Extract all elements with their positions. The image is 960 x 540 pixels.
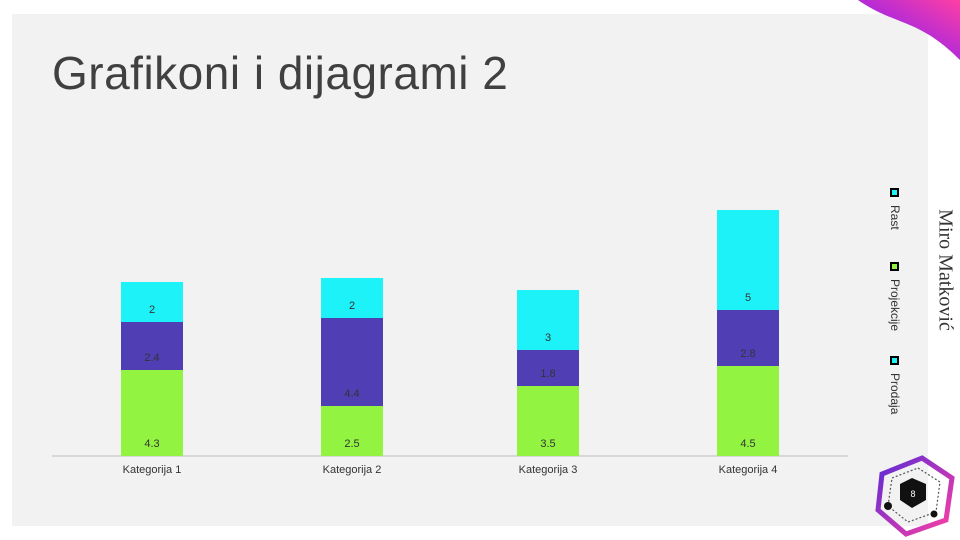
bar-rast-2 [321,278,383,318]
bar-projekcije-3 [517,350,579,386]
x-tick-label: Kategorija 1 [123,464,182,476]
bar-projekcije-2 [321,318,383,406]
data-label: 4.5 [740,438,755,450]
x-tick-label: Kategorija 4 [719,464,778,476]
slide-title: Grafikoni i dijagrami 2 [52,47,509,99]
x-tick-label: Kategorija 2 [323,464,382,476]
data-label: 2 [349,300,355,312]
bar-prodaja-1 [121,370,183,456]
bar-projekcije-1 [121,322,183,370]
x-tick-label: Kategorija 3 [519,464,578,476]
data-label: 2.4 [144,352,159,364]
bar-prodaja-3 [517,386,579,456]
bar-rast-3 [517,290,579,350]
author-name: Miro Matković [934,209,957,331]
data-label: 3.5 [540,438,555,450]
page-number-badge: 8 [875,455,955,537]
data-label: 4.4 [344,388,359,400]
data-label: 5 [745,292,751,304]
stacked-bar-chart: 4.3 2.4 2 Kategorija 1 2.5 4.4 2 Kategorija 2 3.… [52,210,848,476]
data-label: 2.8 [740,348,755,360]
data-label: 4.3 [144,438,159,450]
bar-rast-1 [121,282,183,322]
bar-rast-4 [717,210,779,310]
bar-prodaja-4 [717,366,779,456]
bar-prodaja-2 [321,406,383,456]
data-label: 2 [149,304,155,316]
data-label: 1.8 [540,368,555,380]
data-label: 3 [545,332,551,344]
right-margin-band [928,0,960,540]
bar-projekcije-4 [717,310,779,366]
page-number: 8 [910,489,915,499]
data-label: 2.5 [344,438,359,450]
corner-ribbon-decoration [858,0,960,60]
